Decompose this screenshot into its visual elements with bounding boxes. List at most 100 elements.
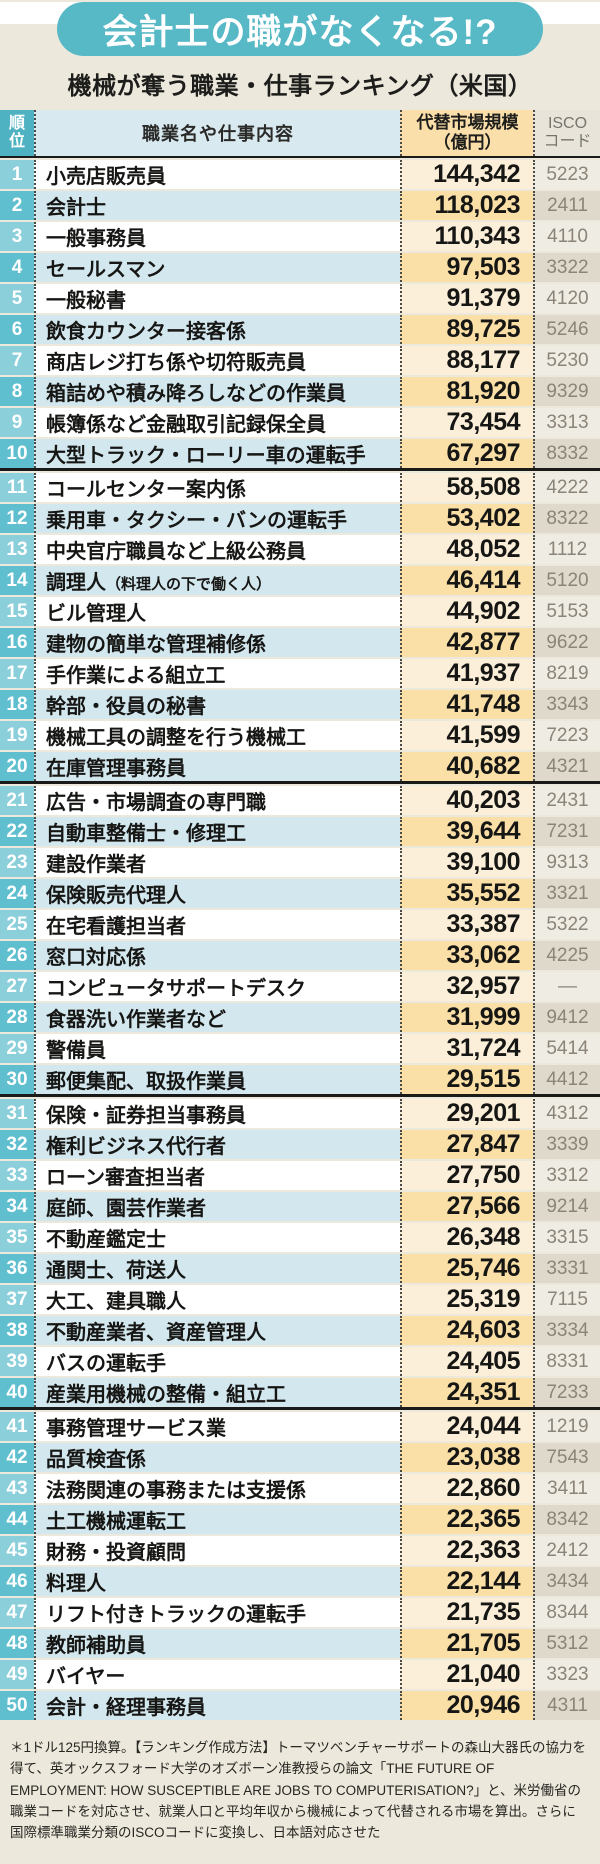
job-cell: 幹部・役員の秘書 xyxy=(34,690,400,719)
market-value: 89,725 xyxy=(400,315,533,344)
table-row: 27 コンピュータサポートデスク 32,957 — xyxy=(0,972,600,1001)
rank-cell: 12 xyxy=(0,504,34,533)
job-cell: コンピュータサポートデスク xyxy=(34,972,400,1001)
job-cell: 教師補助員 xyxy=(34,1629,400,1658)
table-row: 2 会計士 118,023 2411 xyxy=(0,191,600,220)
job-name: 在宅看護担当者 xyxy=(46,916,186,938)
table-row: 8 箱詰めや積み降ろしなどの作業員 81,920 9329 xyxy=(0,377,600,406)
isco-code: 7543 xyxy=(533,1443,600,1472)
table-body: 1 小売店販売員 144,342 5223 2 会計士 118,023 2411… xyxy=(0,160,600,1720)
job-name: 商店レジ打ち係や切符販売員 xyxy=(46,352,306,374)
rank-cell: 36 xyxy=(0,1254,34,1283)
isco-code: 2412 xyxy=(533,1536,600,1565)
market-value: 144,342 xyxy=(400,160,533,189)
rank-cell: 21 xyxy=(0,786,34,815)
market-value: 46,414 xyxy=(400,566,533,595)
isco-code: 7233 xyxy=(533,1378,600,1407)
isco-code: 8342 xyxy=(533,1505,600,1534)
rank-cell: 8 xyxy=(0,377,34,406)
job-cell: 広告・市場調査の専門職 xyxy=(34,786,400,815)
table-row: 24 保険販売代理人 35,552 3321 xyxy=(0,879,600,908)
market-value: 22,363 xyxy=(400,1536,533,1565)
isco-code: 4222 xyxy=(533,473,600,502)
job-name: 調理人（料理人の下で働く人） xyxy=(46,572,272,594)
rank-cell: 49 xyxy=(0,1660,34,1689)
rank-cell: 14 xyxy=(0,566,34,595)
isco-code: 3322 xyxy=(533,253,600,282)
market-value: 21,735 xyxy=(400,1598,533,1627)
decade-separator xyxy=(0,468,600,471)
table-row: 43 法務関連の事務または支援係 22,860 3411 xyxy=(0,1474,600,1503)
market-value: 118,023 xyxy=(400,191,533,220)
isco-code: 4412 xyxy=(533,1065,600,1094)
rank-cell: 10 xyxy=(0,439,34,468)
rank-cell: 45 xyxy=(0,1536,34,1565)
isco-code: 3323 xyxy=(533,1660,600,1689)
isco-code: 3315 xyxy=(533,1223,600,1252)
market-value: 40,682 xyxy=(400,752,533,781)
job-note: （料理人の下で働く人） xyxy=(106,576,272,593)
isco-code: 9622 xyxy=(533,628,600,657)
market-value: 33,387 xyxy=(400,910,533,939)
table-header: 順位 職業名や仕事内容 代替市場規模 （億円） ISCO コード xyxy=(0,110,600,156)
title-banner: 会計士の職がなくなる!? xyxy=(57,2,543,56)
table-row: 48 教師補助員 21,705 5312 xyxy=(0,1629,600,1658)
isco-code: 4110 xyxy=(533,222,600,251)
page-title: 会計士の職がなくなる!? xyxy=(102,12,498,52)
market-value: 44,902 xyxy=(400,597,533,626)
rank-cell: 39 xyxy=(0,1347,34,1376)
isco-code: 8332 xyxy=(533,439,600,468)
job-name: 自動車整備士・修理工 xyxy=(46,823,246,845)
job-cell: 調理人（料理人の下で働く人） xyxy=(34,566,400,595)
job-cell: 在庫管理事務員 xyxy=(34,752,400,781)
market-value: 21,705 xyxy=(400,1629,533,1658)
market-value: 25,319 xyxy=(400,1285,533,1314)
job-cell: 箱詰めや積み降ろしなどの作業員 xyxy=(34,377,400,406)
rank-cell: 16 xyxy=(0,628,34,657)
job-name: ビル管理人 xyxy=(46,603,146,625)
job-cell: 保険・証券担当事務員 xyxy=(34,1099,400,1128)
header-rank: 順位 xyxy=(0,110,34,156)
rank-cell: 44 xyxy=(0,1505,34,1534)
isco-code: 3331 xyxy=(533,1254,600,1283)
job-cell: 不動産業者、資産管理人 xyxy=(34,1316,400,1345)
job-name: コールセンター案内係 xyxy=(46,479,246,501)
decade-separator xyxy=(0,1407,600,1410)
market-value: 29,201 xyxy=(400,1099,533,1128)
job-name: 会計士 xyxy=(46,197,106,219)
job-name: コンピュータサポートデスク xyxy=(46,978,306,1000)
market-value: 33,062 xyxy=(400,941,533,970)
market-value: 32,957 xyxy=(400,972,533,1001)
job-name: 食器洗い作業者など xyxy=(46,1009,226,1031)
table-row: 35 不動産鑑定士 26,348 3315 xyxy=(0,1223,600,1252)
market-value: 35,552 xyxy=(400,879,533,908)
isco-code: 3339 xyxy=(533,1130,600,1159)
table-row: 10 大型トラック・ローリー車の運転手 67,297 8332 xyxy=(0,439,600,468)
market-value: 41,748 xyxy=(400,690,533,719)
rank-cell: 38 xyxy=(0,1316,34,1345)
isco-code: 5312 xyxy=(533,1629,600,1658)
rank-cell: 19 xyxy=(0,721,34,750)
job-name: 大工、建具職人 xyxy=(46,1291,186,1313)
job-name: 産業用機械の整備・組立工 xyxy=(46,1384,286,1406)
job-cell: ビル管理人 xyxy=(34,597,400,626)
isco-code: 7115 xyxy=(533,1285,600,1314)
market-value: 53,402 xyxy=(400,504,533,533)
market-value: 27,566 xyxy=(400,1192,533,1221)
job-name: 財務・投資顧問 xyxy=(46,1542,186,1564)
isco-code: 8331 xyxy=(533,1347,600,1376)
market-value: 110,343 xyxy=(400,222,533,251)
market-value: 91,379 xyxy=(400,284,533,313)
table-row: 17 手作業による組立工 41,937 8219 xyxy=(0,659,600,688)
job-name: 不動産業者、資産管理人 xyxy=(46,1322,266,1344)
footnote: ＊1ドル125円換算。【ランキング作成方法】トーマツベンチャーサポートの森山大器… xyxy=(10,1740,586,1841)
job-cell: 不動産鑑定士 xyxy=(34,1223,400,1252)
rank-cell: 22 xyxy=(0,817,34,846)
rank-cell: 6 xyxy=(0,315,34,344)
ranking-table: 順位 職業名や仕事内容 代替市場規模 （億円） ISCO コード 1 小売店販売… xyxy=(0,110,600,1720)
isco-code: 9214 xyxy=(533,1192,600,1221)
job-name: 乗用車・タクシー・バンの運転手 xyxy=(46,510,347,532)
isco-code: 3312 xyxy=(533,1161,600,1190)
job-cell: 商店レジ打ち係や切符販売員 xyxy=(34,346,400,375)
subtitle: 機械が奪う職業・仕事ランキング（米国） xyxy=(67,73,533,100)
